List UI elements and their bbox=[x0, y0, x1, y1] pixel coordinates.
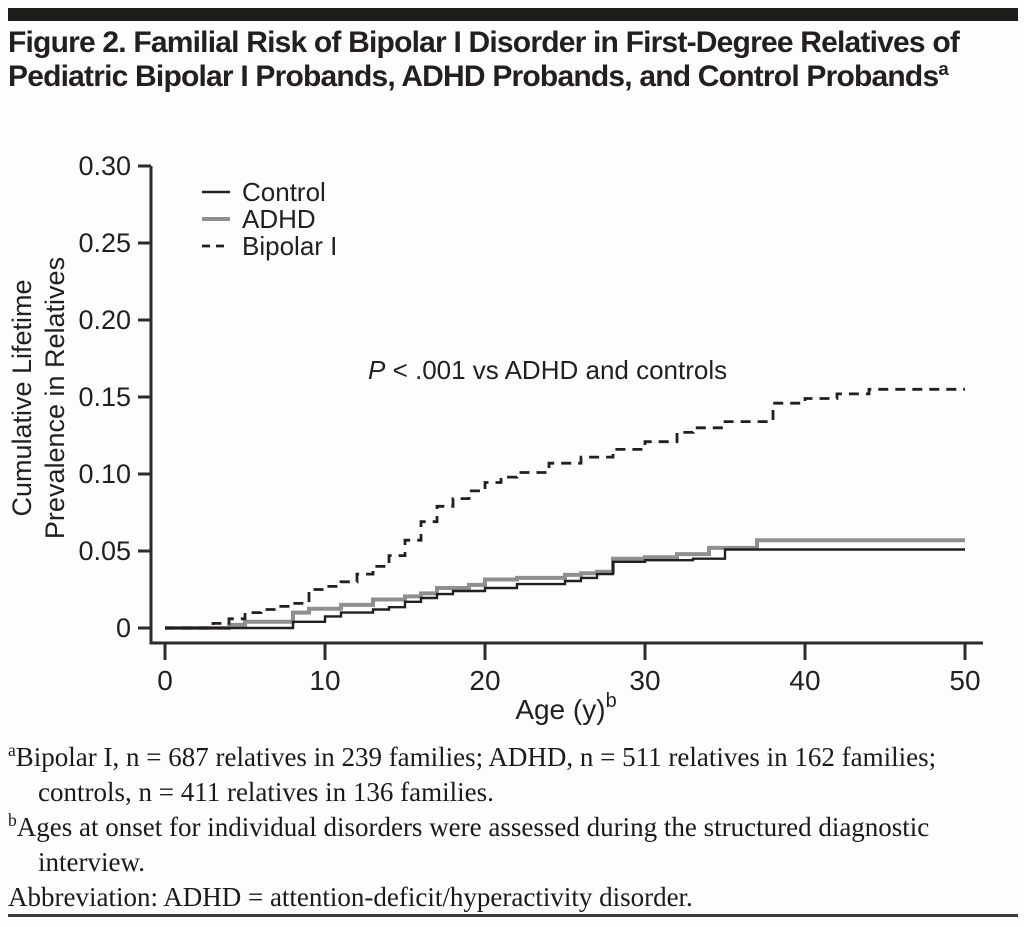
y-tick-label: 0.25 bbox=[78, 228, 131, 258]
x-axis-label: Age (y)b bbox=[515, 690, 616, 725]
x-tick-label: 40 bbox=[789, 665, 820, 696]
y-axis-label: Prevalence in Relatives bbox=[40, 257, 70, 539]
figure-title: Figure 2. Familial Risk of Bipolar I Dis… bbox=[8, 26, 984, 94]
axes bbox=[149, 166, 983, 645]
x-tick-label: 0 bbox=[157, 665, 173, 696]
x-tick-label: 20 bbox=[469, 665, 500, 696]
bottom-rule bbox=[8, 914, 1018, 917]
y-tick-label: 0 bbox=[116, 613, 131, 643]
top-rule bbox=[8, 8, 1018, 21]
footnote-a: aBipolar I, n = 687 relatives in 239 fam… bbox=[8, 740, 973, 810]
x-tick-label: 50 bbox=[949, 665, 980, 696]
footnote-abbreviation-text: Abbreviation: ADHD = attention-deficit/h… bbox=[8, 882, 693, 912]
series-Control bbox=[165, 548, 965, 630]
figure-title-superscript: a bbox=[938, 58, 948, 79]
series-Bipolar I bbox=[165, 387, 965, 630]
y-tick-label: 0.10 bbox=[78, 459, 131, 489]
y-axis-label: Cumulative Lifetime bbox=[7, 279, 37, 516]
footnote-b-text: Ages at onset for individual disorders w… bbox=[16, 812, 930, 877]
footnote-b-marker: b bbox=[8, 810, 17, 830]
footnotes: aBipolar I, n = 687 relatives in 239 fam… bbox=[8, 740, 973, 915]
footnote-a-text: Bipolar I, n = 687 relatives in 239 fami… bbox=[15, 742, 937, 807]
footnote-b: bAges at onset for individual disorders … bbox=[8, 810, 973, 880]
legend-label-Bipolar I: Bipolar I bbox=[242, 231, 337, 261]
footnote-a-marker: a bbox=[8, 740, 16, 760]
y-tick-label: 0.30 bbox=[78, 151, 131, 181]
p-value-annotation: P < .001 vs ADHD and controls bbox=[368, 355, 727, 385]
y-tick-label: 0.20 bbox=[78, 305, 131, 335]
prevalence-chart: 0 0.05 0.10 0.15 0.20 0.25 0.30 0 10 20 30 40 50 Age … bbox=[7, 151, 983, 725]
x-tick-label: 10 bbox=[309, 665, 340, 696]
figure-title-text: Figure 2. Familial Risk of Bipolar I Dis… bbox=[8, 26, 960, 93]
y-tick-label: 0.05 bbox=[78, 536, 131, 566]
x-tick-label: 30 bbox=[629, 665, 660, 696]
footnote-abbreviation: Abbreviation: ADHD = attention-deficit/h… bbox=[8, 880, 973, 915]
legend-label-ADHD: ADHD bbox=[242, 204, 316, 234]
y-tick-label: 0.15 bbox=[78, 382, 131, 412]
series-ADHD bbox=[165, 538, 965, 630]
legend-label-Control: Control bbox=[242, 177, 326, 207]
